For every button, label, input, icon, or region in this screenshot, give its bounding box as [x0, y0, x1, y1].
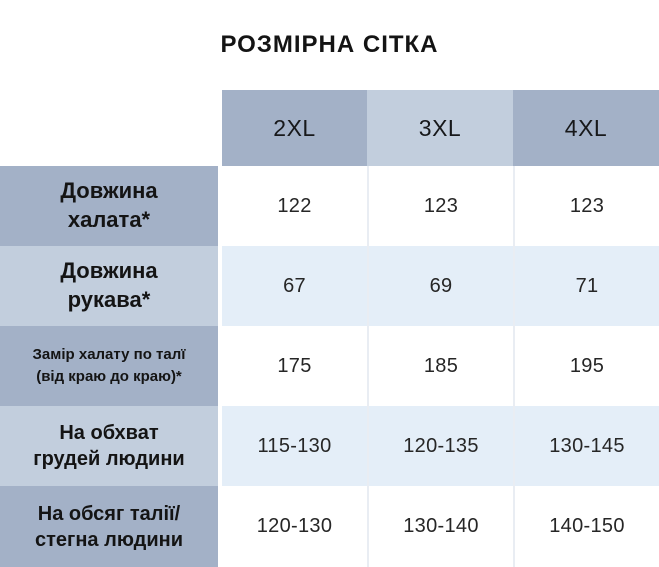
size-value-cell: 123: [367, 166, 513, 246]
size-value-cell: 69: [367, 246, 513, 326]
size-value-cell: 120-135: [367, 406, 513, 486]
column-gap: [218, 486, 222, 567]
column-gap: [218, 326, 222, 406]
size-value-cell: 130-145: [513, 406, 659, 486]
size-value-cell: 122: [277, 194, 312, 217]
size-value-cell: 140-150: [513, 486, 659, 567]
row-label-sleeve-length: Довжина рукава*: [0, 246, 218, 326]
size-value-cell: 67: [222, 246, 367, 326]
row-label-chest-girth: На обхват грудей людини: [0, 406, 218, 486]
page-title: РОЗМІРНА СІТКА: [220, 31, 439, 58]
row-label-waist-measure: Замір халату по талї (від краю до краю)*: [0, 326, 218, 406]
size-value-cell: 175: [277, 354, 312, 377]
size-value-cell: 115-130: [222, 406, 367, 486]
column-header-3xl: 3XL: [367, 90, 513, 166]
size-table: 2XL 3XL 4XL Довжина халата* 122 123 123 …: [0, 90, 659, 567]
corner-spacer: [0, 90, 218, 166]
size-value-cell: 123: [513, 166, 659, 246]
column-header-4xl: 4XL: [513, 90, 659, 166]
column-gap: [218, 406, 222, 486]
title-area: РОЗМІРНА СІТКА: [0, 0, 659, 90]
column-gap: [218, 166, 222, 246]
size-value-cell: 120-130: [256, 515, 333, 537]
size-value-cell: 185: [367, 326, 513, 406]
column-gap: [218, 90, 222, 166]
row-label-robe-length: Довжина халата*: [0, 166, 218, 246]
row-label-waist-hip-girth: На обсяг талії/ стегна людини: [0, 486, 218, 567]
size-value-cell: 130-140: [367, 486, 513, 567]
column-header-2xl: 2XL: [222, 90, 367, 166]
size-value-cell: 71: [513, 246, 659, 326]
column-gap: [218, 246, 222, 326]
size-value-cell: 195: [513, 326, 659, 406]
